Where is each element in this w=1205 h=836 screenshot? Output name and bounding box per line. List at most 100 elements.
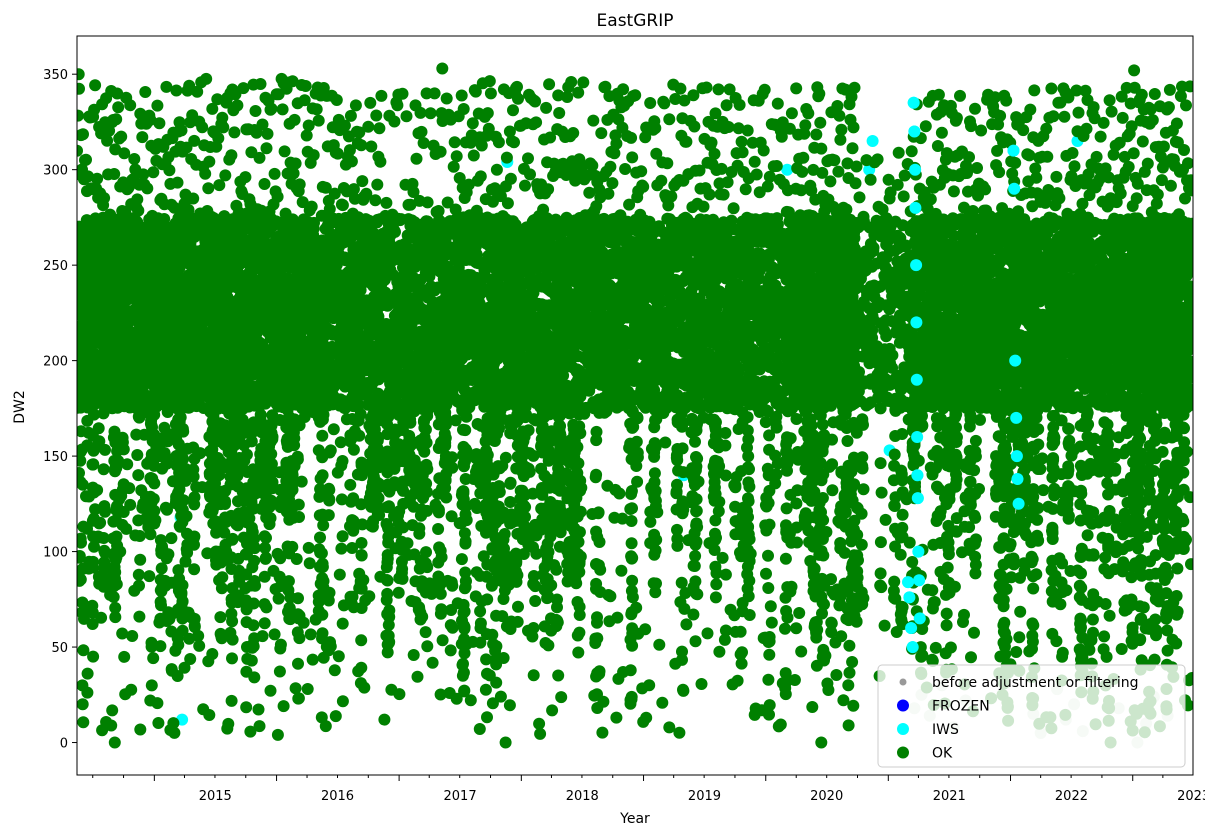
data-point <box>337 695 349 707</box>
data-point <box>364 97 376 109</box>
data-point <box>350 99 362 111</box>
data-point <box>420 424 432 436</box>
data-point <box>200 73 212 85</box>
data-point <box>115 131 127 143</box>
data-point <box>420 557 432 569</box>
data-point <box>125 684 137 696</box>
data-point <box>131 449 143 461</box>
data-point <box>274 643 286 655</box>
data-point <box>246 655 258 667</box>
data-point <box>216 582 228 594</box>
data-point <box>293 511 305 523</box>
data-point <box>421 463 433 475</box>
data-point <box>401 110 413 122</box>
data-point <box>131 193 143 205</box>
data-point <box>420 626 432 638</box>
data-point <box>272 191 284 203</box>
data-point <box>416 611 428 623</box>
data-point <box>139 86 151 98</box>
data-point <box>188 563 200 575</box>
data-point <box>314 532 326 544</box>
data-point <box>170 85 182 97</box>
data-point <box>381 556 393 568</box>
data-point <box>317 519 329 531</box>
data-point <box>112 101 124 113</box>
data-point <box>422 196 434 208</box>
data-point <box>134 530 146 542</box>
data-point <box>288 439 300 451</box>
data-point <box>365 141 377 153</box>
data-point <box>257 630 269 642</box>
data-point <box>264 518 276 530</box>
data-point <box>298 617 310 629</box>
data-point <box>393 587 405 599</box>
data-point <box>203 156 215 168</box>
data-point <box>371 179 383 191</box>
data-point <box>111 578 123 590</box>
data-point <box>152 717 164 729</box>
data-point <box>362 121 374 133</box>
data-point <box>292 658 304 670</box>
data-point <box>382 575 394 587</box>
data-point <box>267 431 279 443</box>
data-point <box>248 533 260 545</box>
data-point <box>89 79 101 91</box>
data-point <box>199 168 211 180</box>
data-point <box>308 149 320 161</box>
data-point <box>87 556 99 568</box>
data-point <box>325 444 337 456</box>
data-point <box>177 579 189 591</box>
data-point <box>155 596 167 608</box>
data-point <box>114 546 126 558</box>
data-point <box>388 116 400 128</box>
data-point <box>260 601 272 613</box>
data-point <box>323 495 335 507</box>
data-point <box>248 598 260 610</box>
data-point <box>335 460 347 472</box>
data-point <box>227 634 239 646</box>
data-point <box>77 128 89 140</box>
data-point <box>161 552 173 564</box>
data-point <box>337 530 349 542</box>
data-point <box>91 484 103 496</box>
data-point <box>279 145 291 157</box>
data-point <box>98 500 110 512</box>
data-point <box>355 634 367 646</box>
data-point <box>358 682 370 694</box>
data-point <box>98 192 110 204</box>
data-point <box>402 537 414 549</box>
data-point <box>87 651 99 663</box>
data-point <box>134 554 146 566</box>
data-point <box>283 575 295 587</box>
data-point <box>293 499 305 511</box>
data-point <box>420 486 432 498</box>
data-point <box>323 483 335 495</box>
data-point <box>196 121 208 133</box>
data-point <box>151 697 163 709</box>
data-point <box>146 679 158 691</box>
data-point <box>344 479 356 491</box>
data-point <box>212 132 224 144</box>
data-point <box>323 644 335 656</box>
data-point <box>133 580 145 592</box>
data-point <box>317 414 329 426</box>
data-point <box>168 727 180 739</box>
data-point <box>391 99 403 111</box>
data-point <box>373 122 385 134</box>
data-point <box>80 154 92 166</box>
data-point <box>98 463 110 475</box>
data-point <box>265 685 277 697</box>
data-point <box>206 648 218 660</box>
data-point <box>226 695 238 707</box>
data-point <box>296 476 308 488</box>
data-point <box>124 99 136 111</box>
data-point <box>369 194 381 206</box>
data-point <box>128 153 140 165</box>
data-point <box>188 531 200 543</box>
data-point <box>121 458 133 470</box>
data-point <box>355 408 367 420</box>
data-point <box>133 611 145 623</box>
data-point <box>147 166 159 178</box>
data-point <box>380 197 392 209</box>
data-point <box>353 430 365 442</box>
